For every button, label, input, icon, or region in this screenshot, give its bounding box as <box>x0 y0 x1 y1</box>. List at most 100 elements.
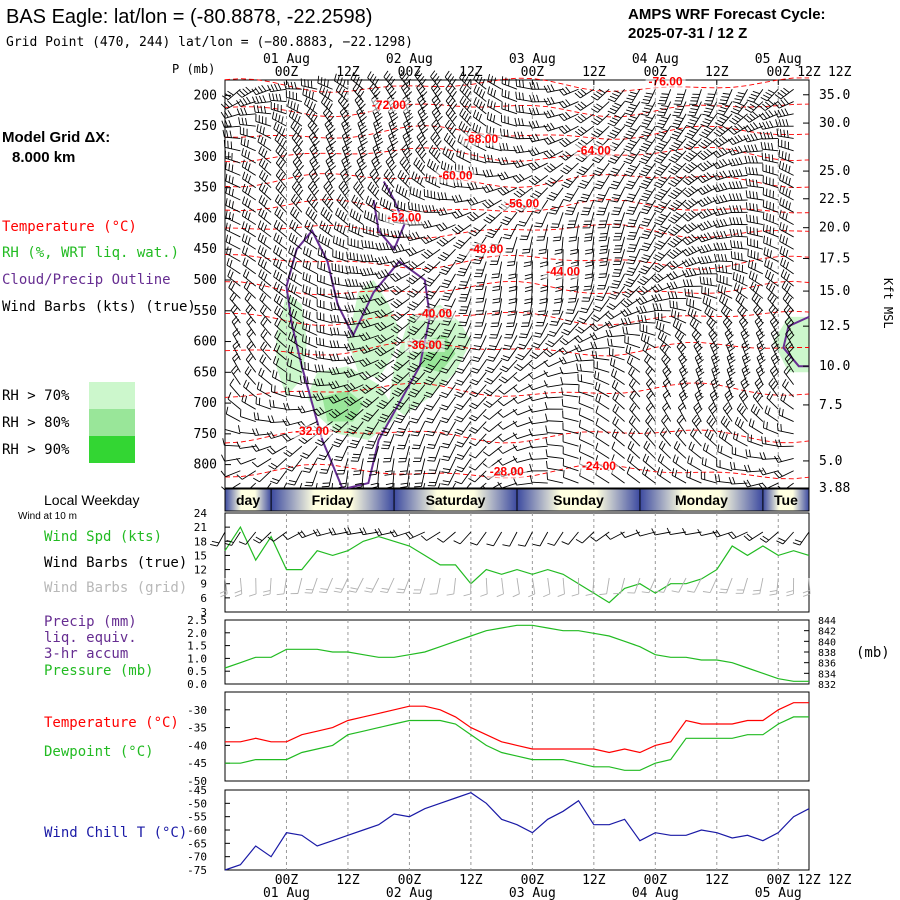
upper-wind-barb <box>641 466 646 474</box>
upper-wind-barb <box>232 358 241 373</box>
upper-wind-barb <box>675 433 687 447</box>
upper-wind-barb <box>722 147 728 154</box>
upper-wind-barb <box>732 268 748 275</box>
upper-wind-barb <box>336 194 342 201</box>
upper-wind-barb <box>360 254 364 262</box>
upper-wind-barb <box>669 251 677 257</box>
upper-wind-barb <box>631 393 637 400</box>
upper-wind-barb <box>359 458 364 475</box>
upper-wind-barb <box>314 364 318 372</box>
surface-barb-grid <box>453 577 456 594</box>
upper-wind-barb <box>769 120 774 128</box>
upper-wind-barb <box>516 190 523 196</box>
upper-wind-barb <box>752 191 755 199</box>
surface-barb-true <box>224 542 232 546</box>
upper-wind-barb <box>576 171 584 176</box>
upper-wind-barb <box>762 223 765 232</box>
upper-wind-barb <box>695 334 702 341</box>
upper-wind-barb <box>626 97 634 101</box>
upper-wind-barb <box>312 137 319 144</box>
upper-wind-barb <box>456 441 464 445</box>
upper-wind-barb <box>488 184 494 191</box>
upper-wind-barb <box>491 273 500 275</box>
upper-wind-barb <box>405 249 411 257</box>
upper-wind-barb <box>473 227 481 232</box>
upper-wind-barb <box>454 469 463 473</box>
upper-wind-barb <box>380 371 395 383</box>
surface-barb-grid <box>234 590 242 594</box>
upper-wind-barb <box>240 133 256 139</box>
upper-wind-barb <box>608 334 625 338</box>
upper-wind-barb <box>345 165 352 171</box>
upper-wind-barb <box>641 285 656 296</box>
surface-barb-true <box>493 531 503 547</box>
upper-wind-barb <box>780 424 782 432</box>
upper-wind-barb <box>627 130 635 134</box>
upper-wind-barb <box>752 179 755 187</box>
upper-wind-barb <box>474 458 487 471</box>
top-time-label: 00Z <box>767 65 791 80</box>
upper-wind-barb <box>736 240 740 249</box>
upper-wind-barb <box>761 152 764 160</box>
upper-wind-barb <box>292 156 299 163</box>
upper-wind-barb <box>474 224 487 237</box>
upper-wind-barb <box>744 359 751 365</box>
upper-wind-barb <box>396 431 405 434</box>
upper-wind-barb <box>660 164 668 168</box>
upper-wind-barb <box>629 456 634 464</box>
upper-wind-barb <box>273 245 277 253</box>
upper-wind-barb <box>419 177 424 185</box>
upper-wind-barb <box>319 406 325 414</box>
upper-wind-barb <box>332 235 335 243</box>
upper-wind-barb <box>785 328 791 335</box>
upper-wind-barb <box>447 470 456 486</box>
upper-wind-barb <box>277 135 282 143</box>
upper-wind-barb <box>222 438 225 446</box>
upper-wind-barb <box>378 242 382 250</box>
upper-wind-barb <box>274 317 279 325</box>
upper-wind-barb <box>552 239 561 242</box>
upper-wind-barb <box>406 152 413 159</box>
upper-wind-barb <box>764 258 767 266</box>
upper-wind-barb <box>343 385 350 392</box>
surface-barb-grid <box>436 577 441 594</box>
upper-wind-barb <box>759 359 766 365</box>
upper-wind-barb <box>247 225 251 233</box>
upper-wind-barb <box>335 455 343 458</box>
upper-wind-barb <box>309 224 314 232</box>
surface-barb-true <box>408 531 414 538</box>
upper-wind-barb <box>732 205 736 213</box>
upper-wind-barb <box>725 381 733 398</box>
upper-wind-barb <box>691 125 702 139</box>
upper-wind-barb <box>245 259 249 267</box>
upper-wind-barb <box>290 272 294 280</box>
upper-wind-barb <box>625 121 633 125</box>
upper-wind-barb <box>367 440 376 443</box>
upper-wind-barb <box>336 75 340 83</box>
upper-wind-barb <box>447 322 456 338</box>
upper-wind-barb <box>593 357 610 361</box>
upper-wind-barb <box>525 322 533 339</box>
upper-wind-barb <box>712 355 719 361</box>
upper-wind-barb <box>690 161 698 167</box>
upper-wind-barb <box>550 96 555 104</box>
upper-wind-barb <box>625 170 634 174</box>
upper-wind-barb <box>555 285 563 289</box>
upper-wind-barb <box>736 433 739 441</box>
upper-wind-barb <box>304 103 318 115</box>
upper-wind-barb <box>624 342 641 349</box>
upper-wind-barb <box>702 113 710 117</box>
upper-wind-barb <box>682 216 689 222</box>
upper-wind-barb <box>633 236 641 252</box>
upper-wind-barb <box>716 280 733 287</box>
upper-wind-barb <box>747 440 764 447</box>
upper-wind-barb <box>719 183 724 191</box>
upper-wind-barb <box>321 235 324 244</box>
upper-wind-barb <box>323 186 333 201</box>
upper-wind-barb <box>313 201 319 209</box>
upper-wind-barb <box>599 252 607 254</box>
upper-wind-barb <box>227 398 241 410</box>
upper-wind-barb <box>513 376 520 382</box>
upper-wind-barb <box>547 371 564 378</box>
upper-wind-barb <box>689 470 692 479</box>
